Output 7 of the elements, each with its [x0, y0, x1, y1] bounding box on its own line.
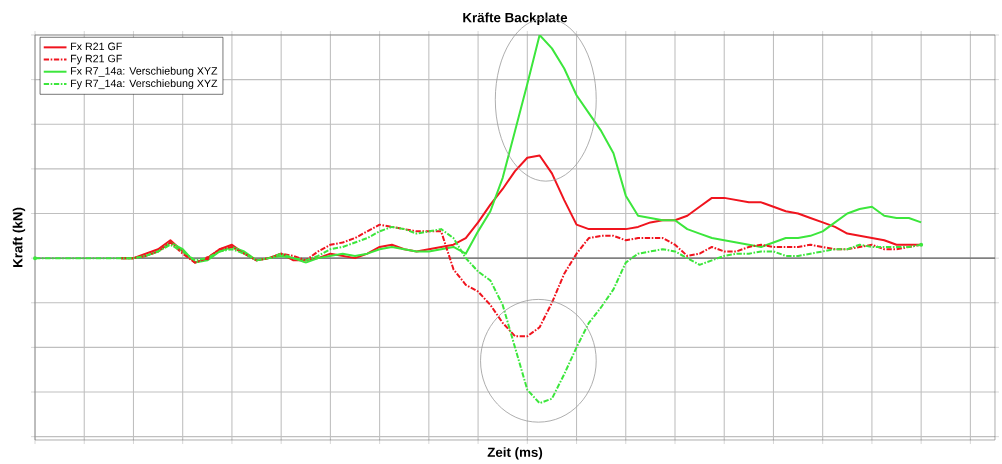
x-axis-title: Zeit (ms): [487, 447, 543, 460]
legend-label: Fy R7_14a: Verschiebung XYZ: [71, 79, 218, 90]
chart-title: Kräfte Backplate: [463, 12, 568, 25]
legend-label: Fx R21 GF: [71, 42, 122, 51]
legend-label: Fx R7_14a: Verschiebung XYZ: [71, 66, 218, 77]
legend-label: Fy R21 GF: [71, 54, 122, 65]
y-axis-title: Kraft (kN): [12, 207, 26, 267]
